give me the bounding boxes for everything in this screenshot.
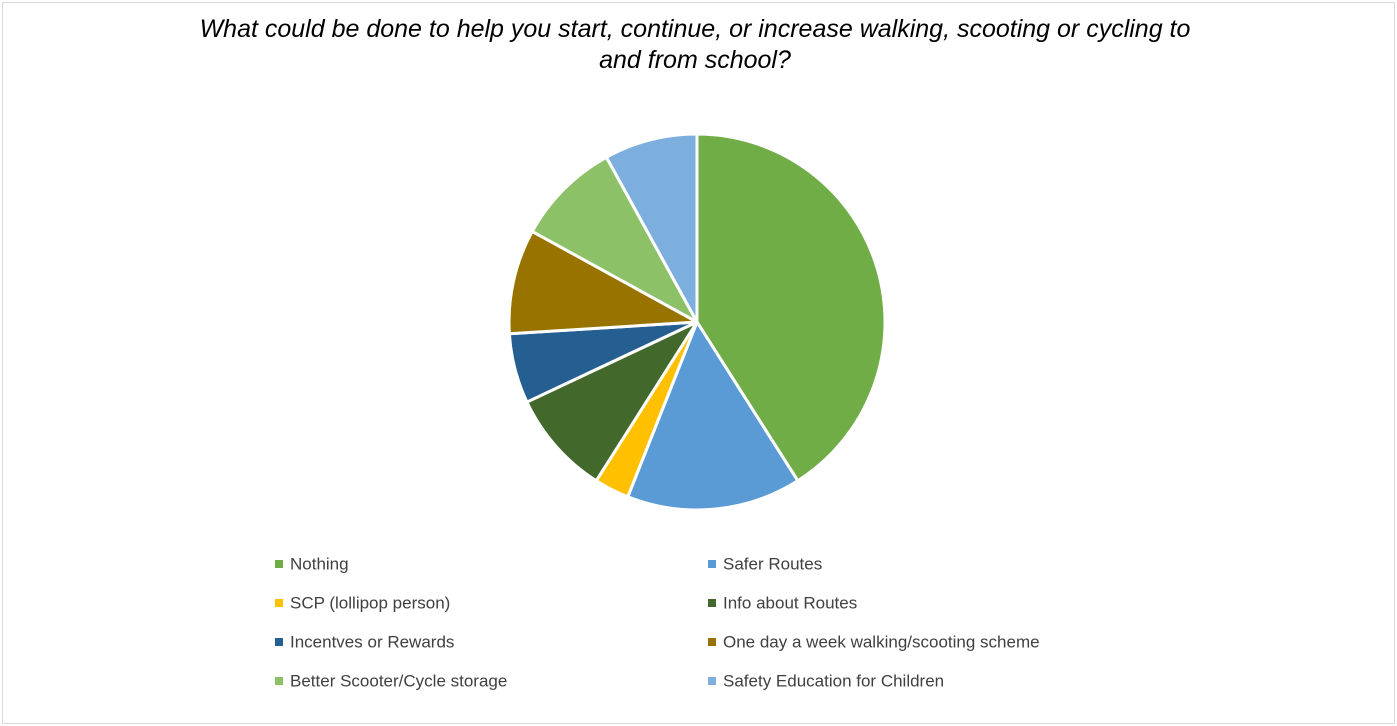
chart-title: What could be done to help you start, co… — [199, 15, 1191, 74]
legend-swatch — [275, 677, 283, 685]
legend-swatch — [708, 599, 716, 607]
pie-slice — [530, 155, 699, 324]
legend-swatch — [275, 560, 283, 568]
legend-swatch — [275, 599, 283, 607]
legend-label: Incentves or Rewards — [290, 632, 454, 651]
pie-slice — [604, 132, 699, 324]
legend-label: Nothing — [290, 554, 349, 573]
legend-label: Safer Routes — [723, 554, 822, 573]
legend-label: Safety Education for Children — [723, 671, 944, 690]
legend-swatch — [708, 677, 716, 685]
legend-swatch — [708, 638, 716, 646]
pie-slice — [525, 320, 699, 483]
pie-slice — [507, 229, 699, 336]
legend-swatch — [708, 560, 716, 568]
legend-label: Info about Routes — [723, 593, 857, 612]
legend-label: One day a week walking/scooting scheme — [723, 632, 1040, 651]
legend-swatch — [275, 638, 283, 646]
legend-label: SCP (lollipop person) — [290, 593, 450, 612]
pie-slice — [626, 320, 800, 512]
legend-label: Better Scooter/Cycle storage — [290, 671, 507, 690]
